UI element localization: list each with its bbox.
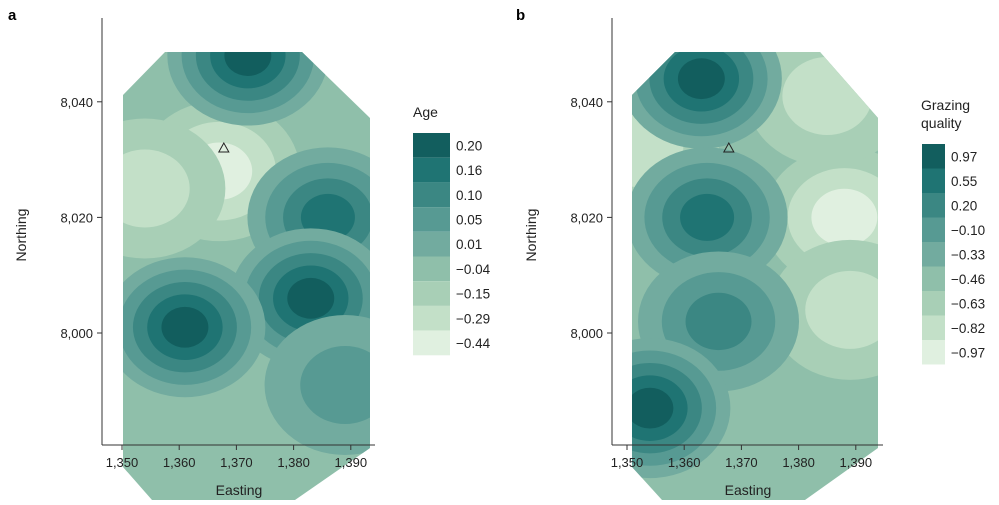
- contour-band: [161, 306, 209, 348]
- contour-band: [632, 387, 674, 429]
- y-axis-title-a: Northing: [13, 209, 29, 262]
- legend-label: 0.10: [456, 188, 482, 203]
- x-tick-label: 1,380: [782, 455, 815, 470]
- legend-label: −0.97: [951, 345, 985, 360]
- contour-band: [685, 292, 752, 351]
- y-tick-label: 8,000: [60, 326, 93, 341]
- legend-swatch: [413, 305, 450, 331]
- x-axis-title-b: Easting: [725, 482, 772, 498]
- y-tick-label: 8,000: [570, 326, 603, 341]
- contour-band: [677, 58, 725, 100]
- contour-band: [300, 346, 370, 425]
- contour-band: [805, 270, 878, 349]
- legend-swatch: [922, 291, 945, 316]
- contour-band: [287, 277, 335, 319]
- legend-label: −0.15: [456, 287, 490, 302]
- contour-band: [224, 52, 272, 76]
- y-tick-label: 8,020: [570, 210, 603, 225]
- axes-b: 1,350 1,360 1,370 1,380 1,390 8,040 8,020 8,000: [570, 18, 883, 470]
- legend-title: quality: [921, 115, 961, 131]
- legend-label: 0.01: [456, 237, 482, 252]
- legend-swatch: [922, 193, 945, 218]
- site-marker-icon: [217, 142, 230, 153]
- legend-label: 0.20: [951, 198, 977, 213]
- legend-a: Age 0.20 0.16 0.10 0.05 0.01 −0.04 −0.15 −0.29 −0…: [413, 104, 491, 356]
- x-tick-label: 1,360: [163, 455, 196, 470]
- panel-letter-b: b: [516, 7, 525, 24]
- legend-swatch: [922, 168, 945, 193]
- x-tick-label: 1,350: [106, 455, 139, 470]
- contour-band: [811, 188, 878, 247]
- y-tick-label: 8,040: [60, 95, 93, 110]
- legend-label: −0.29: [456, 311, 490, 326]
- legend-label: −0.82: [951, 321, 985, 336]
- contour-band: [123, 149, 190, 228]
- legend-label: −0.46: [951, 272, 985, 287]
- y-axis-title-b: Northing: [523, 209, 539, 262]
- legend-label: −0.44: [456, 336, 491, 351]
- legend-label: −0.33: [951, 247, 985, 262]
- contour-band: [680, 193, 735, 241]
- legend-title: Grazing: [921, 97, 970, 113]
- legend-swatch: [922, 315, 945, 340]
- x-tick-label: 1,390: [335, 455, 368, 470]
- legend-label: −0.04: [456, 262, 491, 277]
- legend-label: −0.10: [951, 223, 985, 238]
- legend-swatch: [413, 231, 450, 257]
- x-tick-label: 1,370: [220, 455, 253, 470]
- site-marker-icon: [722, 142, 735, 153]
- x-tick-label: 1,370: [725, 455, 758, 470]
- y-tick-label: 8,020: [60, 210, 93, 225]
- legend-swatch: [922, 266, 945, 291]
- panel-letter-a: a: [8, 7, 17, 24]
- x-tick-label: 1,380: [277, 455, 310, 470]
- legend-b: Grazing quality 0.97 0.55 0.20 −0.10 −0.33 −0.4…: [921, 97, 985, 365]
- y-tick-label: 8,040: [570, 95, 603, 110]
- legend-swatch: [922, 217, 945, 242]
- x-axis-title-a: Easting: [216, 482, 263, 498]
- legend-label: 0.16: [456, 163, 482, 178]
- contour-band: [782, 57, 873, 136]
- legend-swatch: [413, 207, 450, 232]
- legend-label: −0.63: [951, 296, 985, 311]
- legend-label: 0.05: [456, 212, 482, 227]
- x-tick-label: 1,390: [840, 455, 873, 470]
- legend-swatch: [413, 281, 450, 306]
- legend-swatch: [413, 330, 450, 356]
- legend-swatch: [413, 182, 450, 208]
- legend-title: Age: [413, 104, 438, 120]
- legend-label: 0.20: [456, 138, 482, 153]
- x-tick-label: 1,360: [668, 455, 701, 470]
- legend-swatch: [413, 133, 450, 158]
- legend-swatch: [413, 157, 450, 183]
- legend-label: 0.55: [951, 174, 977, 189]
- axes-a: 1,350 1,360 1,370 1,380 1,390 8,040 8,020 8,000: [60, 18, 375, 470]
- legend-swatch: [413, 256, 450, 282]
- legend-swatch: [922, 144, 945, 169]
- legend-label: 0.97: [951, 149, 977, 164]
- x-tick-label: 1,350: [611, 455, 644, 470]
- legend-swatch: [922, 340, 945, 365]
- legend-swatch: [922, 242, 945, 267]
